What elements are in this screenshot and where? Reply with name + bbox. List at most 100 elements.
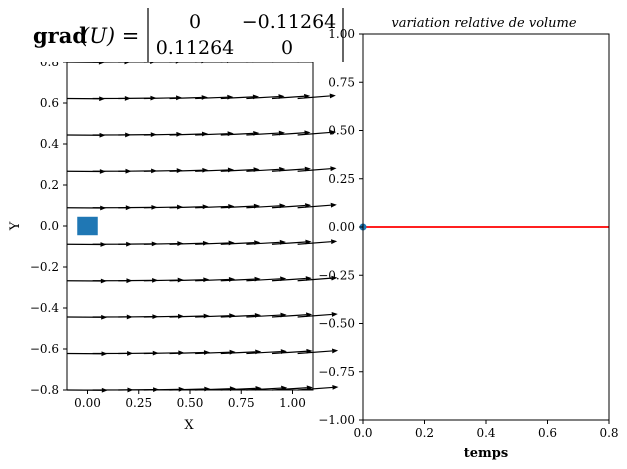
quiver-arrow-head	[229, 349, 236, 355]
left-x-tick-label: 0.75	[228, 396, 255, 410]
right-x-ticks: 0.0 0.2 0.4 0.6 0.8	[353, 420, 619, 440]
quiver-arrow-shaft	[297, 95, 330, 100]
quiver-arrow-shaft	[195, 278, 230, 282]
displacement-square-marker	[77, 216, 98, 236]
right-x-tick-label: 0.4	[476, 426, 495, 440]
quiver-arrow-shaft	[195, 205, 229, 209]
right-y-tick-label: −0.25	[318, 268, 355, 282]
quiver-arrow-shaft	[220, 169, 254, 172]
quiver-arrow-shaft	[169, 351, 205, 355]
quiver-arrow	[297, 166, 337, 172]
quiver-arrow-shaft	[271, 241, 306, 245]
right-x-tick-label: 0.2	[415, 426, 434, 440]
quiver-arrow-head	[227, 94, 234, 100]
quiver-arrow-shaft	[220, 242, 255, 245]
quiver-arrow-shaft	[220, 205, 254, 209]
quiver-arrow-shaft	[220, 314, 255, 318]
quiver-arrow	[297, 348, 339, 355]
left-x-tick-label: 0.25	[125, 396, 152, 410]
quiver-arrow-shaft	[220, 132, 254, 136]
left-x-tick-label: 0.00	[74, 396, 101, 410]
matrix-cell-r1-c1: 0	[281, 37, 293, 59]
quiver-arrow-shaft	[246, 350, 281, 355]
quiver-arrow-shaft	[220, 278, 255, 282]
left-title-backdrop	[30, 0, 348, 62]
quiver-arrow-shaft	[297, 241, 332, 245]
quiver-arrow-shaft	[169, 242, 204, 245]
right-plot-title: variation relative de volume	[391, 16, 576, 31]
quiver-arrow-shaft	[271, 350, 307, 355]
left-y-tick-label: 0.0	[40, 219, 59, 233]
right-y-tick-label: 0.75	[328, 75, 355, 89]
quiver-arrow-head	[227, 131, 234, 137]
left-y-ticks: −0.8−0.6−0.4−0.20.00.20.40.60.8	[30, 55, 67, 397]
quiver-arrow-shaft	[220, 96, 253, 100]
quiver-arrow-shaft	[246, 314, 281, 318]
quiver-arrow-shaft	[246, 132, 279, 136]
quiver-arrow-shaft	[271, 132, 305, 136]
quiver-arrow-shaft	[169, 96, 202, 100]
quiver-arrow-shaft	[220, 351, 256, 355]
quiver-arrow-shaft	[271, 314, 307, 318]
quiver-arrow-shaft	[271, 168, 305, 172]
quiver-arrow-head	[329, 93, 336, 99]
left-plot: 0.00 0.25 0.50 0.75 1.00 −0.8 −0.6 −0.4 −0.2 0.0…	[8, 55, 339, 433]
quiver-arrow	[297, 239, 338, 245]
left-title: grad (U) = 0 −0.11264 0.11264 0	[30, 0, 348, 62]
quiver-arrow-shaft	[169, 279, 204, 282]
right-x-tick-label: 0.8	[599, 426, 618, 440]
quiver-arrow-shaft	[271, 277, 306, 282]
right-x-axis-label: temps	[464, 446, 508, 461]
quiver-arrow-shaft	[297, 313, 332, 318]
quiver-arrow	[297, 130, 337, 136]
left-y-tick-label: 0.6	[40, 96, 59, 110]
quiver-arrow-head	[228, 240, 235, 246]
quiver-arrow-head	[330, 166, 337, 172]
quiver-arrow	[297, 275, 338, 282]
right-y-tick-label: −1.00	[318, 413, 355, 427]
left-y-axis-label: Y	[8, 221, 23, 231]
quiver-arrow-head	[330, 239, 338, 245]
right-x-tick-label: 0.6	[538, 426, 557, 440]
gradient-operator-label: grad	[33, 23, 87, 48]
quiver-arrow-shaft	[169, 206, 203, 209]
quiver-arrow	[297, 93, 336, 100]
quiver-arrow-head	[332, 385, 339, 390]
right-y-tick-label: −0.50	[318, 317, 355, 331]
quiver-arrow-shaft	[246, 241, 280, 245]
left-y-tick-label: −0.4	[30, 301, 60, 315]
quiver-arrow-shaft	[271, 95, 305, 100]
left-x-tick-label: 1.00	[279, 396, 306, 410]
right-y-tick-label: 0.25	[328, 172, 355, 186]
quiver-arrow-shaft	[297, 131, 331, 136]
quiver-arrow-head	[329, 130, 337, 135]
quiver-arrow	[297, 312, 338, 318]
right-y-ticks: −1.00 −0.75 −0.50 −0.25 0.00 0.25 0.50 0.75 1.00	[318, 27, 363, 427]
quiver-arrow-shaft	[195, 315, 230, 318]
quiver-arrow-shaft	[246, 168, 280, 172]
quiver-arrow-head	[229, 313, 236, 319]
right-y-tick-label: 0.00	[328, 220, 355, 234]
right-y-tick-label: −0.75	[318, 365, 355, 379]
left-y-tick-label: −0.8	[30, 383, 59, 397]
quiver-arrow-head	[331, 275, 338, 281]
quiver-arrow-shaft	[271, 204, 306, 209]
left-x-ticks: 0.00 0.25 0.50 0.75 1.00	[74, 390, 306, 410]
left-x-axis-label: X	[184, 418, 194, 433]
left-x-tick-label: 0.50	[177, 396, 204, 410]
right-plot: variation relative de volume 0.0 0.2 0.4 0.…	[318, 16, 618, 461]
right-y-tick-label: 1.00	[328, 27, 355, 41]
left-y-tick-label: 0.4	[40, 137, 59, 151]
quiver-arrow-shaft	[297, 350, 333, 355]
left-plot-frame	[66, 61, 314, 391]
quiver-arrow-head	[331, 348, 339, 354]
quiver-arrow-head	[228, 277, 235, 282]
left-y-tick-label: −0.2	[30, 260, 59, 274]
left-y-tick-label: −0.6	[30, 342, 59, 356]
quiver-arrow-shaft	[195, 96, 228, 100]
quiver-arrow-shaft	[169, 133, 203, 136]
matrix-cell-r0-c0: 0	[189, 11, 201, 33]
quiver-arrow-shaft	[169, 315, 204, 318]
left-y-tick-label: 0.2	[40, 178, 59, 192]
